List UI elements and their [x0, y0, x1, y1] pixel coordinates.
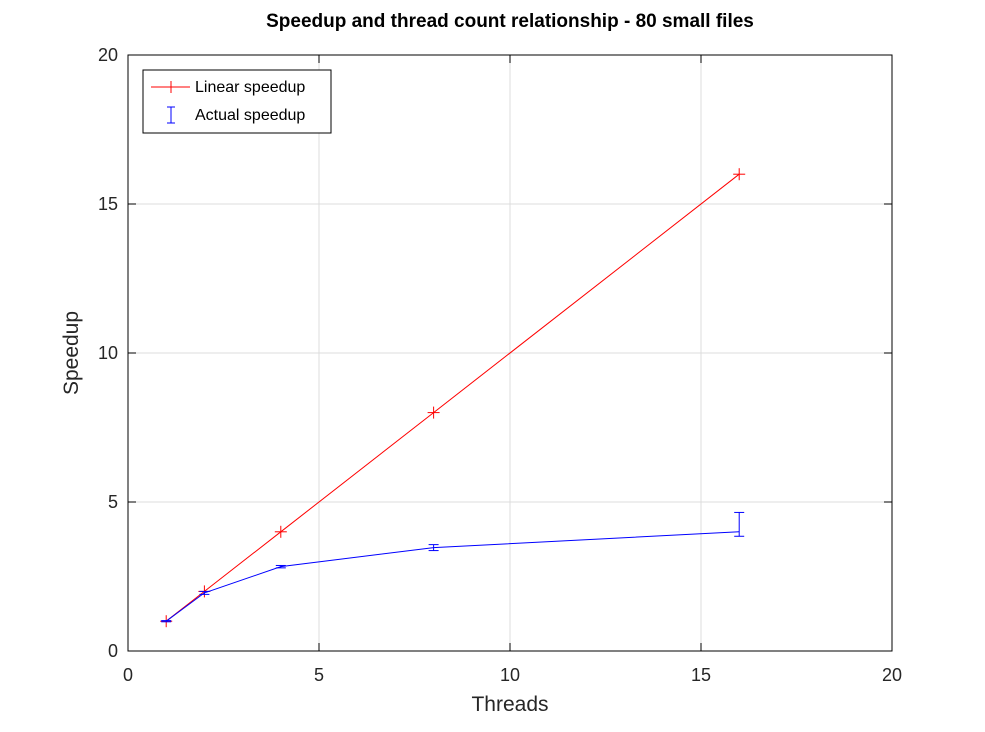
axis-ticks: 0 5 10 15 20 0 5 10 15 20	[98, 45, 902, 685]
y-tick-label: 0	[108, 641, 118, 661]
x-tick-label: 5	[314, 665, 324, 685]
x-tick-label: 20	[882, 665, 902, 685]
x-tick-label: 10	[500, 665, 520, 685]
legend: Linear speedup Actual speedup	[142, 69, 332, 134]
series-layer	[160, 168, 746, 628]
x-axis-label: Threads	[471, 693, 548, 716]
y-tick-label: 20	[98, 45, 118, 65]
data-point	[733, 168, 746, 181]
legend-label-actual: Actual speedup	[195, 107, 305, 124]
y-axis-label: Speedup	[60, 311, 83, 395]
y-tick-label: 15	[98, 194, 118, 214]
x-tick-label: 0	[123, 665, 133, 685]
x-tick-label: 15	[691, 665, 711, 685]
y-tick-label: 10	[98, 343, 118, 363]
series-line-1	[165, 531, 740, 622]
error-bar	[428, 544, 439, 552]
chart-title: Speedup and thread count relationship - …	[266, 11, 754, 32]
error-bar	[161, 620, 172, 623]
data-point	[427, 406, 440, 419]
legend-marker-linear	[151, 81, 190, 93]
error-bar	[734, 511, 745, 537]
legend-label-linear: Linear speedup	[195, 79, 305, 96]
legend-marker-actual	[167, 106, 175, 124]
error-bar	[275, 564, 286, 569]
series-line-0	[165, 173, 740, 622]
y-tick-label: 5	[108, 492, 118, 512]
error-bar	[199, 590, 210, 595]
data-point	[274, 525, 287, 538]
